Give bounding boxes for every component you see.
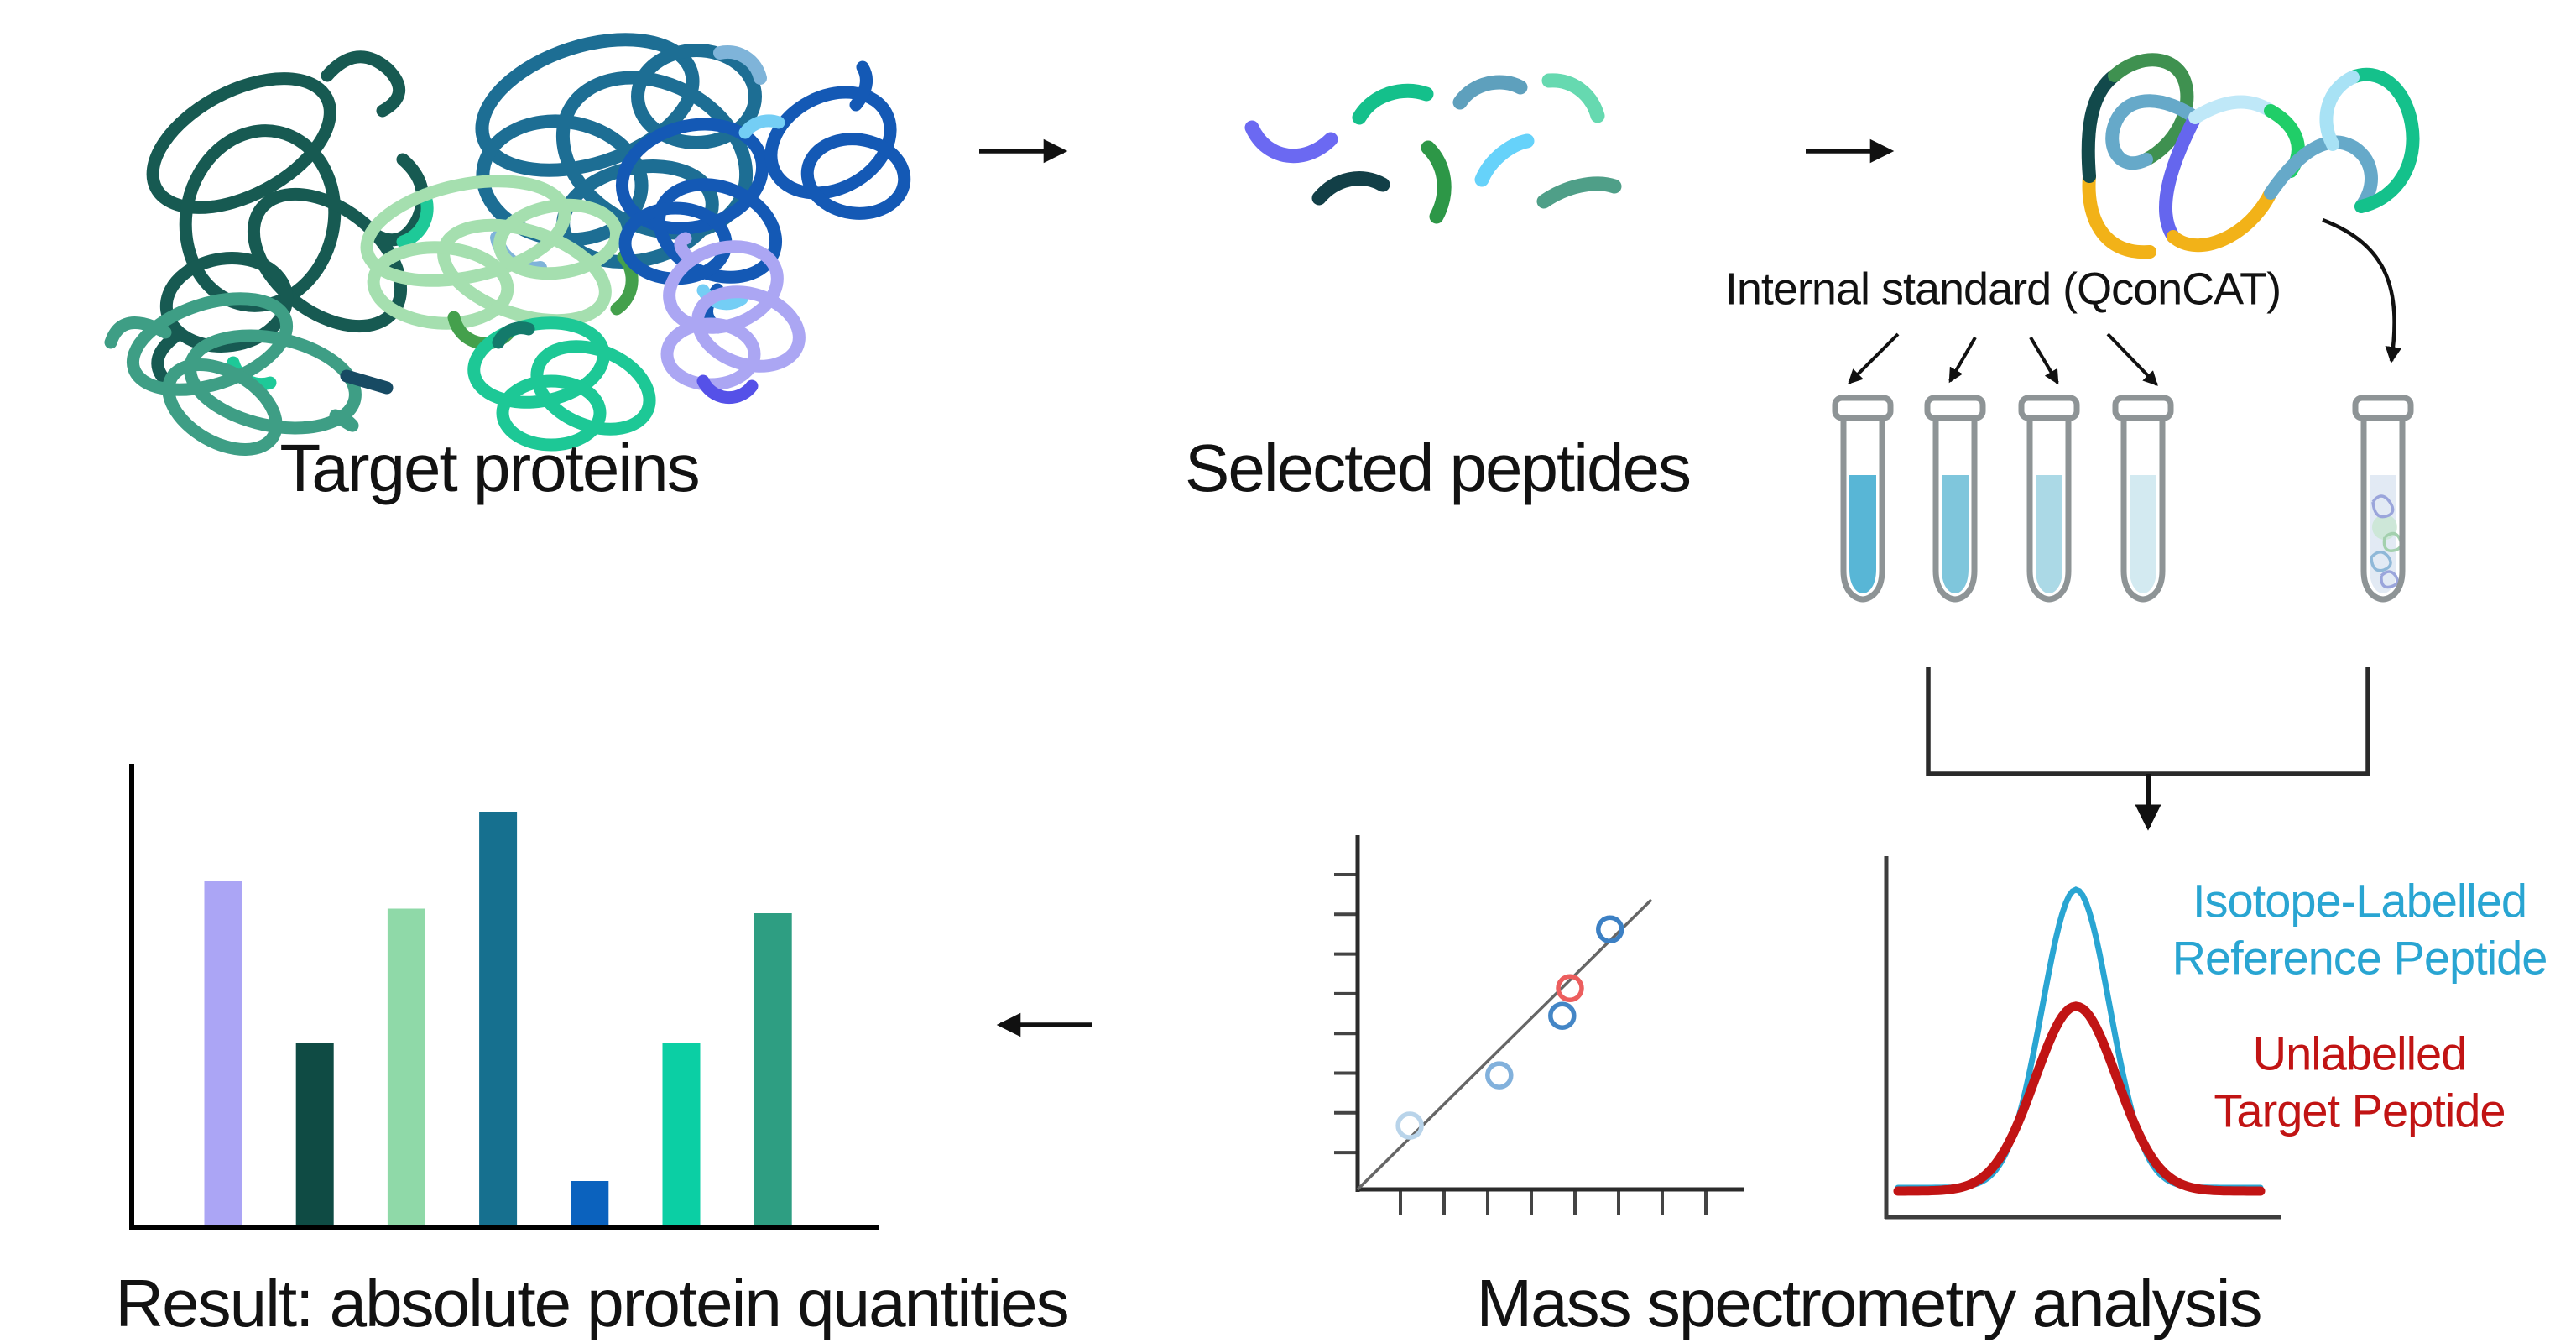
scatter-point [1395,1111,1424,1140]
mass-spec-label: Mass spectrometry analysis [1476,1266,2263,1340]
peptide-fragment [1536,176,1622,209]
qconcat-segment [2346,67,2420,213]
curved-arrow-icon [2322,217,2402,363]
calibration-scatter-plot [1334,835,1744,1215]
qconcat-segment [2081,69,2121,183]
tube-rim [2352,395,2414,421]
qconcat-segment [2082,170,2156,259]
bar-chart [129,764,879,1230]
reference-peptide-label-line2: Reference Peptide [2172,932,2548,985]
bar [479,812,518,1227]
reference-peptide-label-line1: Isotope-Labelled [2192,874,2527,928]
tube-rim [1832,395,1894,421]
scatter-point [1548,1001,1577,1030]
peptide-fragment [1421,140,1452,224]
peptide-fragment [1474,133,1535,187]
tube-liquid [2036,475,2062,593]
test-tube [2352,395,2414,603]
trend-line [1356,898,1653,1191]
chromatogram-curves [1893,886,2266,1196]
bar [754,913,792,1227]
chromatogram-peak [1893,1001,2266,1196]
selected-peptides-illustration [1244,73,1622,224]
scatter-ticks [1334,873,1708,1215]
protein-blob-emerald [467,316,656,452]
qconcat-segment [2159,111,2202,243]
tube-rim [2112,395,2174,421]
scatter-point [1556,974,1584,1003]
qconcat-segment [2167,186,2277,253]
target-peptide-label: Unlabelled Target Peptide [2214,1026,2506,1141]
qconcat-segment [2264,135,2378,213]
qconcat-segment [2319,71,2360,151]
tube-liquid [1849,475,1876,593]
protein-blob-teal-green [104,292,394,456]
fan-arrow-icon [1948,337,1977,384]
peptide-fragment [1311,171,1390,206]
tube-liquid [2130,475,2156,593]
fan-arrow-icon [2106,332,2158,386]
peptide-fragment [1452,75,1528,110]
target-proteins-illustration [104,33,911,456]
fan-arrow-icon [1848,332,1900,384]
bar [662,1043,701,1227]
target-proteins-label: Target proteins [279,431,700,505]
test-tubes [1832,395,2414,603]
test-tube [1832,395,1894,603]
bar [387,908,425,1227]
bar [571,1181,609,1227]
bar [204,881,242,1227]
scatter-points [1395,915,1624,1140]
test-tube [2018,395,2080,603]
result-label: Result: absolute protein quantities [115,1266,1069,1340]
qconcat-segment [2108,53,2194,166]
target-peptide-label-line2: Target Peptide [2214,1084,2506,1137]
selected-peptides-label: Selected peptides [1184,431,1692,505]
flow-arrows [979,138,1895,1037]
scatter-point [1596,915,1624,944]
tube-liquid [1942,475,1969,593]
internal-standard-label: Internal standard (QconCAT) [1724,264,2281,315]
qconcat-illustration [2081,53,2420,259]
scatter-point [1485,1061,1514,1090]
protein-blob-lavender [660,232,806,405]
tube-rim [2018,395,2080,421]
peptide-fragment [1541,73,1605,123]
peptide-fragment [1244,120,1338,164]
chromatogram [1884,856,2281,1220]
test-tube [2112,395,2174,603]
peptide-fragment [1352,83,1434,125]
reference-peptide-label: Isotope-Labelled Reference Peptide [2172,873,2548,988]
tube-rim [1924,395,1986,421]
fan-arrow-icon [2029,336,2059,385]
qconcat-segment [2188,95,2277,124]
pooling-bracket [1926,667,2370,831]
bar [295,1043,334,1227]
test-tube [1924,395,1986,603]
qconcat-segment [2105,94,2202,170]
target-peptide-label-line1: Unlabelled [2252,1027,2468,1080]
spike-in-arrows [1848,332,2158,386]
bar-chart-bars [204,812,792,1227]
